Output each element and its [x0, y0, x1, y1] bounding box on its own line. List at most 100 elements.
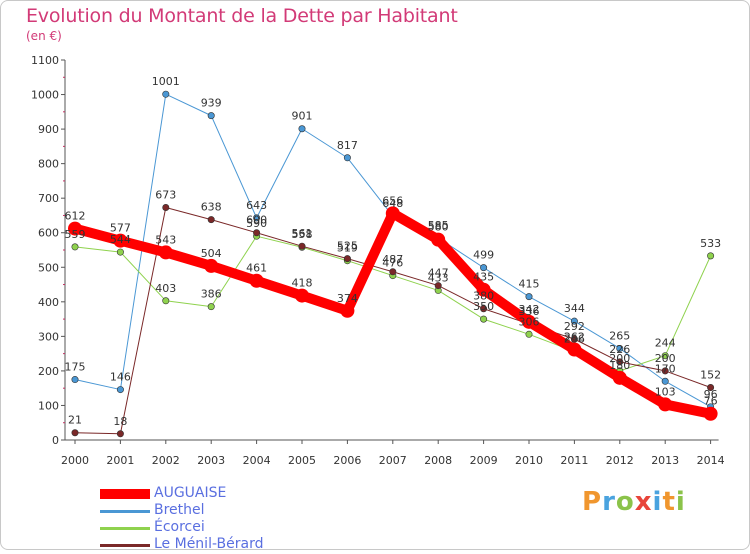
data-point	[116, 248, 124, 256]
data-point	[434, 282, 442, 290]
data-point	[253, 214, 261, 222]
data-label: 350	[473, 300, 494, 313]
data-label: 1001	[152, 75, 180, 88]
data-label: 415	[519, 278, 540, 291]
data-point	[298, 125, 306, 133]
legend-label: AUGUAISE	[154, 485, 227, 501]
y-tick-label: 1000	[31, 89, 59, 102]
data-label: 344	[564, 302, 585, 315]
legend-item: Le Ménil-Bérard	[100, 536, 360, 554]
data-label: 418	[292, 277, 313, 290]
y-tick-label: 200	[38, 365, 59, 378]
logo-letter: P	[582, 487, 603, 517]
data-label: 673	[155, 189, 176, 202]
y-tick-label: 700	[38, 192, 59, 205]
logo-letter: o	[615, 487, 635, 517]
data-label: 559	[65, 228, 86, 241]
data-point	[295, 288, 309, 303]
data-label: 256	[564, 333, 585, 346]
y-tick-label: 900	[38, 123, 59, 136]
data-point	[707, 383, 715, 391]
data-label: 175	[65, 361, 86, 374]
data-label: 226	[609, 343, 630, 356]
data-label: 262	[564, 330, 585, 343]
data-label: 180	[609, 359, 630, 372]
data-label: 146	[110, 371, 131, 384]
data-label: 380	[473, 290, 494, 303]
data-label: 499	[473, 249, 494, 262]
legend-label: Le Ménil-Bérard	[154, 536, 264, 552]
x-tick-label: 2013	[651, 454, 679, 467]
data-label: 544	[110, 233, 131, 246]
data-point	[707, 252, 715, 260]
data-label: 435	[473, 271, 494, 284]
data-label: 103	[655, 385, 676, 398]
logo-letter: t	[662, 487, 676, 517]
data-point	[385, 206, 400, 221]
data-point	[204, 258, 219, 273]
x-tick-label: 2001	[106, 454, 134, 467]
legend-swatch	[100, 510, 150, 513]
data-label: 643	[246, 199, 267, 212]
data-label: 519	[337, 242, 358, 255]
data-label: 656	[382, 194, 403, 207]
logo-letter: r	[602, 487, 616, 517]
data-point	[616, 344, 624, 352]
x-tick-label: 2008	[424, 454, 452, 467]
data-point	[480, 264, 488, 272]
x-tick-label: 2014	[697, 454, 725, 467]
data-point	[343, 255, 351, 263]
data-label: 152	[700, 368, 721, 381]
data-point	[480, 305, 488, 313]
x-tick-label: 2006	[333, 454, 361, 467]
data-point	[661, 367, 669, 375]
data-point	[703, 406, 718, 421]
data-point	[658, 397, 673, 412]
data-label: 504	[201, 247, 222, 260]
data-point	[71, 243, 79, 251]
data-point	[207, 303, 215, 311]
data-label: 487	[382, 253, 403, 266]
data-label: 76	[704, 395, 718, 408]
data-label: 170	[655, 362, 676, 375]
data-point	[525, 330, 533, 338]
logo-letter: i	[652, 487, 663, 517]
data-point	[298, 242, 306, 250]
data-label: 265	[609, 329, 630, 342]
data-point	[158, 245, 173, 260]
chart-unit-label: (en €)	[26, 29, 62, 43]
data-point	[661, 352, 669, 360]
logo-letter: x	[634, 487, 653, 517]
data-point	[68, 221, 82, 236]
data-label: 18	[113, 415, 127, 428]
data-label: 577	[110, 222, 131, 235]
data-point	[162, 204, 170, 212]
data-point	[476, 282, 491, 297]
data-label: 244	[655, 337, 676, 350]
data-label: 939	[201, 97, 222, 110]
data-label: 612	[65, 210, 86, 223]
data-label: 525	[337, 240, 358, 253]
y-tick-label: 0	[52, 434, 59, 447]
data-label: 306	[519, 315, 540, 328]
chart-legend: AUGUAISE Brethel Écorcei Le Ménil-Bérard	[100, 485, 360, 554]
data-point	[343, 154, 351, 162]
y-tick-label: 300	[38, 330, 59, 343]
data-point	[207, 112, 215, 120]
data-point	[480, 315, 488, 323]
data-point	[525, 293, 533, 301]
data-label: 403	[155, 282, 176, 295]
data-label: 648	[382, 197, 403, 210]
data-point	[162, 297, 170, 305]
data-label: 461	[246, 262, 267, 275]
data-point	[567, 342, 582, 357]
data-point	[389, 268, 397, 276]
data-point	[116, 386, 124, 394]
data-point	[522, 314, 536, 329]
data-point	[71, 429, 79, 437]
data-label: 447	[428, 267, 449, 280]
x-tick-label: 2005	[288, 454, 316, 467]
x-tick-label: 2009	[470, 454, 498, 467]
x-tick-label: 2011	[560, 454, 588, 467]
